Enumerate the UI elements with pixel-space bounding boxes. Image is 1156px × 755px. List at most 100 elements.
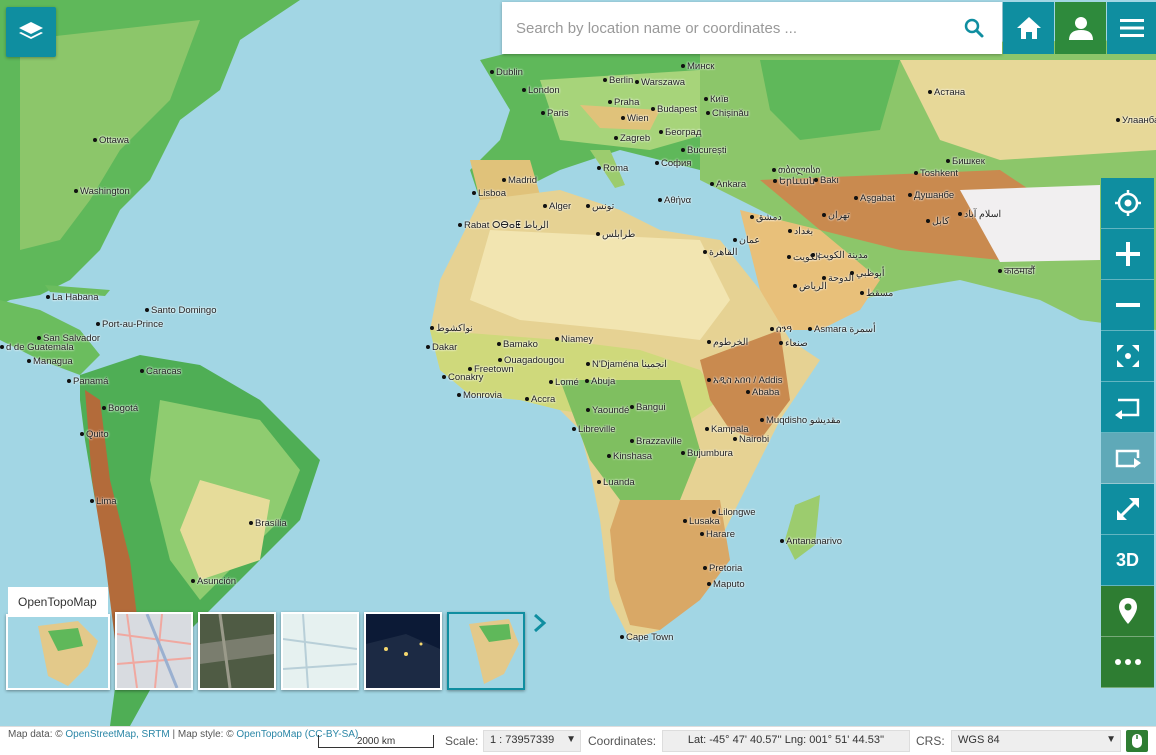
place-name: مسقط	[866, 288, 894, 299]
place-dot	[914, 171, 918, 176]
place-dot	[597, 480, 601, 485]
place-dot	[659, 130, 663, 135]
basemap-thumb-night[interactable]	[364, 612, 442, 690]
next-view-icon	[1115, 449, 1141, 468]
basemap-next-button[interactable]	[531, 612, 549, 634]
basemap-thumb-topo-selected[interactable]	[447, 612, 525, 690]
place-name: Київ	[710, 94, 729, 105]
place-dot	[703, 566, 707, 571]
place-name: Caracas	[146, 366, 182, 377]
place-dot	[426, 345, 430, 350]
basemap-thumb-satellite[interactable]	[198, 612, 276, 690]
place-label: Niamey	[555, 334, 593, 345]
osm-link[interactable]: OpenStreetMap, SRTM	[65, 729, 170, 740]
place-name: Toshkent	[920, 168, 959, 179]
fullscreen-button[interactable]	[1101, 484, 1154, 535]
scale-select[interactable]: 1 : 73957339 ▼	[483, 730, 581, 752]
crs-select[interactable]: WGS 84 ▼	[951, 730, 1121, 752]
place-name: Praha	[614, 97, 640, 108]
layers-icon	[19, 22, 43, 39]
place-dot	[770, 327, 774, 332]
place-dot	[793, 284, 797, 289]
place-label: Lusaka	[683, 516, 720, 527]
locate-button[interactable]	[1101, 178, 1154, 229]
layers-button[interactable]	[6, 7, 56, 57]
zoom-out-button[interactable]	[1101, 280, 1154, 331]
more-button[interactable]	[1101, 637, 1154, 688]
place-dot	[683, 519, 687, 524]
place-dot	[502, 178, 506, 183]
place-dot	[710, 182, 714, 187]
map-terrain	[0, 0, 1156, 726]
place-dot	[249, 521, 253, 526]
3d-button[interactable]: 3D	[1101, 535, 1154, 586]
place-name: Ottawa	[99, 135, 130, 146]
place-label: القاهرة	[703, 247, 737, 258]
place-label: London	[522, 85, 560, 96]
place-label: Bogotá	[102, 403, 138, 414]
place-name: Ankara	[716, 179, 747, 190]
basemap-thumb-light[interactable]	[281, 612, 359, 690]
place-dot	[630, 439, 634, 444]
menu-button[interactable]	[1107, 2, 1156, 54]
place-name: Bakı	[820, 175, 840, 186]
place-dot	[998, 269, 1002, 274]
place-label: Brasília	[249, 518, 287, 529]
place-dot	[596, 232, 600, 237]
place-name: عمان	[739, 235, 761, 246]
place-label: الكويت	[787, 252, 821, 263]
zoom-in-button[interactable]	[1101, 229, 1154, 280]
home-button[interactable]	[1003, 2, 1054, 54]
place-label: Yaoundé	[586, 405, 629, 416]
search-input[interactable]	[514, 18, 954, 38]
place-dot	[760, 418, 764, 423]
place-label: Bangui	[630, 402, 666, 413]
place-dot	[442, 375, 446, 380]
marker-button[interactable]	[1101, 586, 1154, 637]
place-label: عمان	[733, 235, 760, 246]
next-view-button[interactable]	[1101, 433, 1154, 484]
caret-down-icon: ▼	[1106, 734, 1116, 745]
basemap-thumb-streets[interactable]	[115, 612, 193, 690]
place-label: Warszawa	[635, 77, 685, 88]
place-name: Conakry	[448, 372, 484, 383]
place-label: თბილისი	[772, 165, 820, 176]
basemap-title: OpenTopoMap	[8, 587, 108, 617]
map-toolbar: 3D	[1101, 178, 1154, 688]
place-dot	[1116, 118, 1120, 123]
place-dot	[773, 179, 777, 184]
previous-view-button[interactable]	[1101, 382, 1154, 433]
place-label: Kinshasa	[607, 451, 652, 462]
place-dot	[703, 250, 707, 255]
place-dot	[705, 427, 709, 432]
place-dot	[608, 100, 612, 105]
place-name: Београд	[665, 127, 702, 138]
zoom-to-extent-button[interactable]	[1101, 331, 1154, 382]
place-name: Alger	[549, 201, 572, 212]
place-label: Abuja	[585, 376, 615, 387]
place-dot	[603, 78, 607, 83]
basemap-thumb-opentopomap[interactable]	[6, 614, 110, 690]
place-label: Cape Town	[620, 632, 673, 643]
user-button[interactable]	[1055, 2, 1106, 54]
place-label: Dakar	[426, 342, 457, 353]
place-label: Managua	[27, 356, 73, 367]
place-label: Lilongwe	[712, 507, 756, 518]
place-name: Brasília	[255, 518, 287, 529]
place-name: London	[528, 85, 560, 96]
mouse-mode-toggle[interactable]	[1126, 730, 1148, 752]
place-name: काठमाडौं	[1004, 266, 1035, 277]
place-dot	[655, 161, 659, 166]
place-dot	[787, 255, 791, 260]
place-dot	[472, 191, 476, 196]
place-name: Rabat ⵔⴱⴰⵟ الرباط	[464, 220, 549, 231]
map-canvas[interactable]: Dublin London Paris Berlin Warszawa Минск Київ…	[0, 0, 1156, 726]
search-icon[interactable]	[954, 8, 994, 48]
crs-value: WGS 84	[958, 734, 1000, 746]
place-dot	[854, 196, 858, 201]
place-name: Bamako	[503, 339, 538, 350]
opentopomap-link[interactable]: OpenTopoMap (CC-BY-SA)	[236, 729, 359, 740]
place-dot	[80, 432, 84, 437]
place-label: بغداد	[788, 226, 813, 237]
place-dot	[90, 499, 94, 504]
